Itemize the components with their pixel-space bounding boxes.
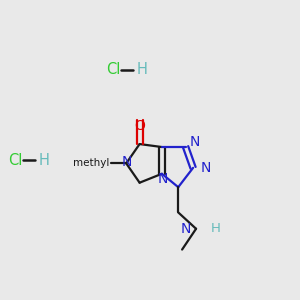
Text: Cl: Cl [8, 153, 22, 168]
Text: N: N [180, 222, 191, 236]
Text: N: N [122, 155, 132, 169]
Text: H: H [136, 62, 148, 77]
Text: Cl: Cl [106, 62, 120, 77]
Text: O: O [134, 118, 145, 133]
Text: N: N [200, 161, 211, 175]
Text: N: N [158, 172, 168, 186]
Text: H: H [211, 222, 221, 235]
Text: methyl: methyl [73, 158, 109, 168]
Text: N: N [189, 135, 200, 149]
Text: H: H [38, 153, 50, 168]
